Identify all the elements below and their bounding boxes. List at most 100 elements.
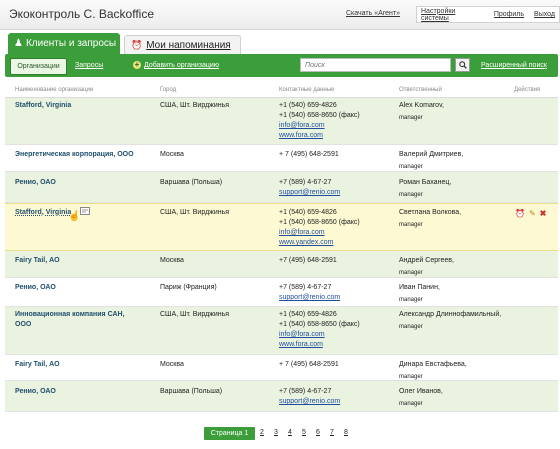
search-icon: [458, 61, 467, 69]
responsible-name: Динара Евстафьева,: [399, 361, 467, 368]
tab-clients-requests[interactable]: ♟ Клиенты и запросы: [8, 33, 120, 54]
app-title: Экоконтроль С. Backoffice: [9, 7, 155, 21]
email-link[interactable]: info@fora.com: [279, 122, 325, 129]
logout-link[interactable]: Выход: [534, 11, 555, 18]
system-settings-link[interactable]: Настройки системы: [421, 7, 456, 22]
website-link[interactable]: www.yandex.com: [279, 239, 334, 246]
search-input[interactable]: [300, 58, 451, 72]
city: Москва: [160, 151, 184, 158]
email-link[interactable]: support@renio.com: [279, 189, 341, 196]
page-link[interactable]: 3: [274, 429, 278, 436]
responsible-role: manager: [399, 164, 423, 170]
org-name[interactable]: Stafford, Virginia: [15, 102, 72, 109]
phone: +7 (589) 4-67-27: [279, 179, 332, 186]
delete-icon[interactable]: ✖: [539, 209, 547, 218]
phone: + 7 (495) 648-2591: [279, 361, 339, 368]
tab-label: Мои напоминания: [146, 39, 231, 51]
page-link[interactable]: 6: [316, 429, 320, 436]
responsible: Alex Komarov, manager: [399, 101, 444, 123]
table-row[interactable]: Ренио, ОАО Варшава (Польша) +7 (589) 4-6…: [5, 381, 558, 412]
divider: [5, 97, 558, 98]
table-row[interactable]: Ренио, ОАО Париж (Франция) +7 (589) 4-67…: [5, 278, 558, 307]
organizations-button[interactable]: Организации: [10, 58, 67, 75]
website-link[interactable]: www.fora.com: [279, 132, 323, 139]
org-name[interactable]: Ренио, ОАО: [15, 388, 56, 395]
contacts: +1 (540) 659-4826 +1 (540) 658-8650 (фак…: [279, 101, 360, 141]
email-link[interactable]: support@renio.com: [279, 294, 341, 301]
advanced-search-link[interactable]: Расширенный поиск: [481, 62, 547, 69]
responsible-role: manager: [399, 192, 423, 198]
add-organization-link[interactable]: Добавить организацию: [144, 62, 220, 69]
responsible-name: Валерий Дмитриев,: [399, 151, 464, 158]
phone: +1 (540) 659-4826: [279, 311, 337, 318]
requests-link[interactable]: Запросы: [75, 62, 104, 69]
org-name[interactable]: Fairy Tail, АО: [15, 361, 60, 368]
org-name[interactable]: Энергетическая корпорация, ООО: [15, 151, 134, 158]
responsible-name: Александр Длиннофамильный,: [399, 311, 502, 318]
email-link[interactable]: info@fora.com: [279, 331, 325, 338]
email-link[interactable]: info@fora.com: [279, 229, 325, 236]
org-name[interactable]: Stafford, Virginia: [15, 209, 72, 216]
table-row[interactable]: Энергетическая корпорация, ООО Москва + …: [5, 145, 558, 172]
responsible-name: Светлана Волкова,: [399, 209, 462, 216]
users-icon: ♟: [14, 38, 23, 49]
website-link[interactable]: www.fora.com: [279, 341, 323, 348]
responsible: Олег Иванов, manager: [399, 387, 443, 409]
download-agent-link[interactable]: Скачать «Агент»: [346, 10, 401, 17]
column-header-responsible: Ответственный: [399, 87, 442, 93]
email-link[interactable]: support@renio.com: [279, 398, 341, 405]
row-actions: ⏰ ✎ ✖: [515, 209, 546, 218]
tab-label: Клиенты и запросы: [25, 38, 117, 49]
responsible-name: Андрей Сергеев,: [399, 257, 454, 264]
org-name[interactable]: Ренио, ОАО: [15, 179, 56, 186]
responsible: Роман Баханец, manager: [399, 178, 451, 200]
plus-icon: +: [133, 60, 141, 69]
search-button[interactable]: [455, 58, 470, 72]
table-row[interactable]: Fairy Tail, АО Москва + 7 (495) 648-2591…: [5, 355, 558, 381]
alarm-clock-icon[interactable]: ⏰: [515, 209, 525, 218]
page-link[interactable]: 8: [344, 429, 348, 436]
responsible-role: manager: [399, 270, 423, 276]
city: Варшава (Польша): [160, 388, 223, 395]
fax: +1 (540) 658-8650 (факс): [279, 219, 360, 226]
hand-cursor-icon: ☝: [68, 211, 81, 222]
phone: +7 (495) 648-2591: [279, 257, 337, 264]
phone: +1 (540) 659-4826: [279, 209, 337, 216]
page-link[interactable]: 5: [302, 429, 306, 436]
edit-icon[interactable]: ✎: [528, 209, 536, 218]
table-row[interactable]: Ренио, ОАО Варшава (Польша) +7 (589) 4-6…: [5, 172, 558, 203]
page-link[interactable]: 7: [330, 429, 334, 436]
table-row[interactable]: Stafford, Virginia США, Шт. Вирджинья +1…: [5, 98, 558, 145]
page-link[interactable]: 4: [288, 429, 292, 436]
card-icon[interactable]: [80, 207, 90, 215]
table-row[interactable]: Stafford, Virginia США, Шт. Вирджинья +1…: [5, 203, 558, 251]
fax: +1 (540) 658-8650 (факс): [279, 321, 360, 328]
alarm-clock-icon: ⏰: [131, 39, 143, 50]
responsible-name: Олег Иванов,: [399, 388, 443, 395]
responsible: Динара Евстафьева, manager: [399, 360, 467, 382]
tab-my-reminders[interactable]: ⏰ Мои напоминания: [124, 35, 241, 54]
org-name[interactable]: Ренио, ОАО: [15, 284, 56, 291]
profile-link[interactable]: Профиль: [493, 11, 525, 18]
city: США, Шт. Вирджинья: [160, 311, 230, 318]
city: Москва: [160, 257, 184, 264]
responsible-role: manager: [399, 297, 423, 303]
phone: +7 (589) 4-67-27: [279, 284, 332, 291]
table-row[interactable]: Инновационная компания САН, ООО США, Шт.…: [5, 307, 558, 355]
page-link[interactable]: 2: [260, 429, 264, 436]
contacts: +7 (495) 648-2591: [279, 256, 337, 266]
org-name[interactable]: Fairy Tail, АО: [15, 257, 60, 264]
responsible-role: manager: [399, 115, 423, 121]
top-bar: Экоконтроль С. Backoffice Скачать «Агент…: [0, 0, 560, 30]
responsible-role: manager: [399, 324, 423, 330]
contacts: +7 (589) 4-67-27 support@renio.com: [279, 387, 340, 407]
contacts: +7 (589) 4-67-27 support@renio.com: [279, 283, 340, 303]
responsible: Светлана Волкова, manager: [399, 208, 461, 230]
table-row[interactable]: Fairy Tail, АО Москва +7 (495) 648-2591 …: [5, 251, 558, 278]
city: Париж (Франция): [160, 284, 217, 291]
responsible-role: manager: [399, 222, 423, 228]
column-header-actions: Действия: [514, 87, 541, 93]
org-name[interactable]: Инновационная компания САН, ООО: [15, 311, 125, 328]
responsible-name: Роман Баханец,: [399, 179, 452, 186]
current-page: Страница 1: [204, 427, 255, 440]
